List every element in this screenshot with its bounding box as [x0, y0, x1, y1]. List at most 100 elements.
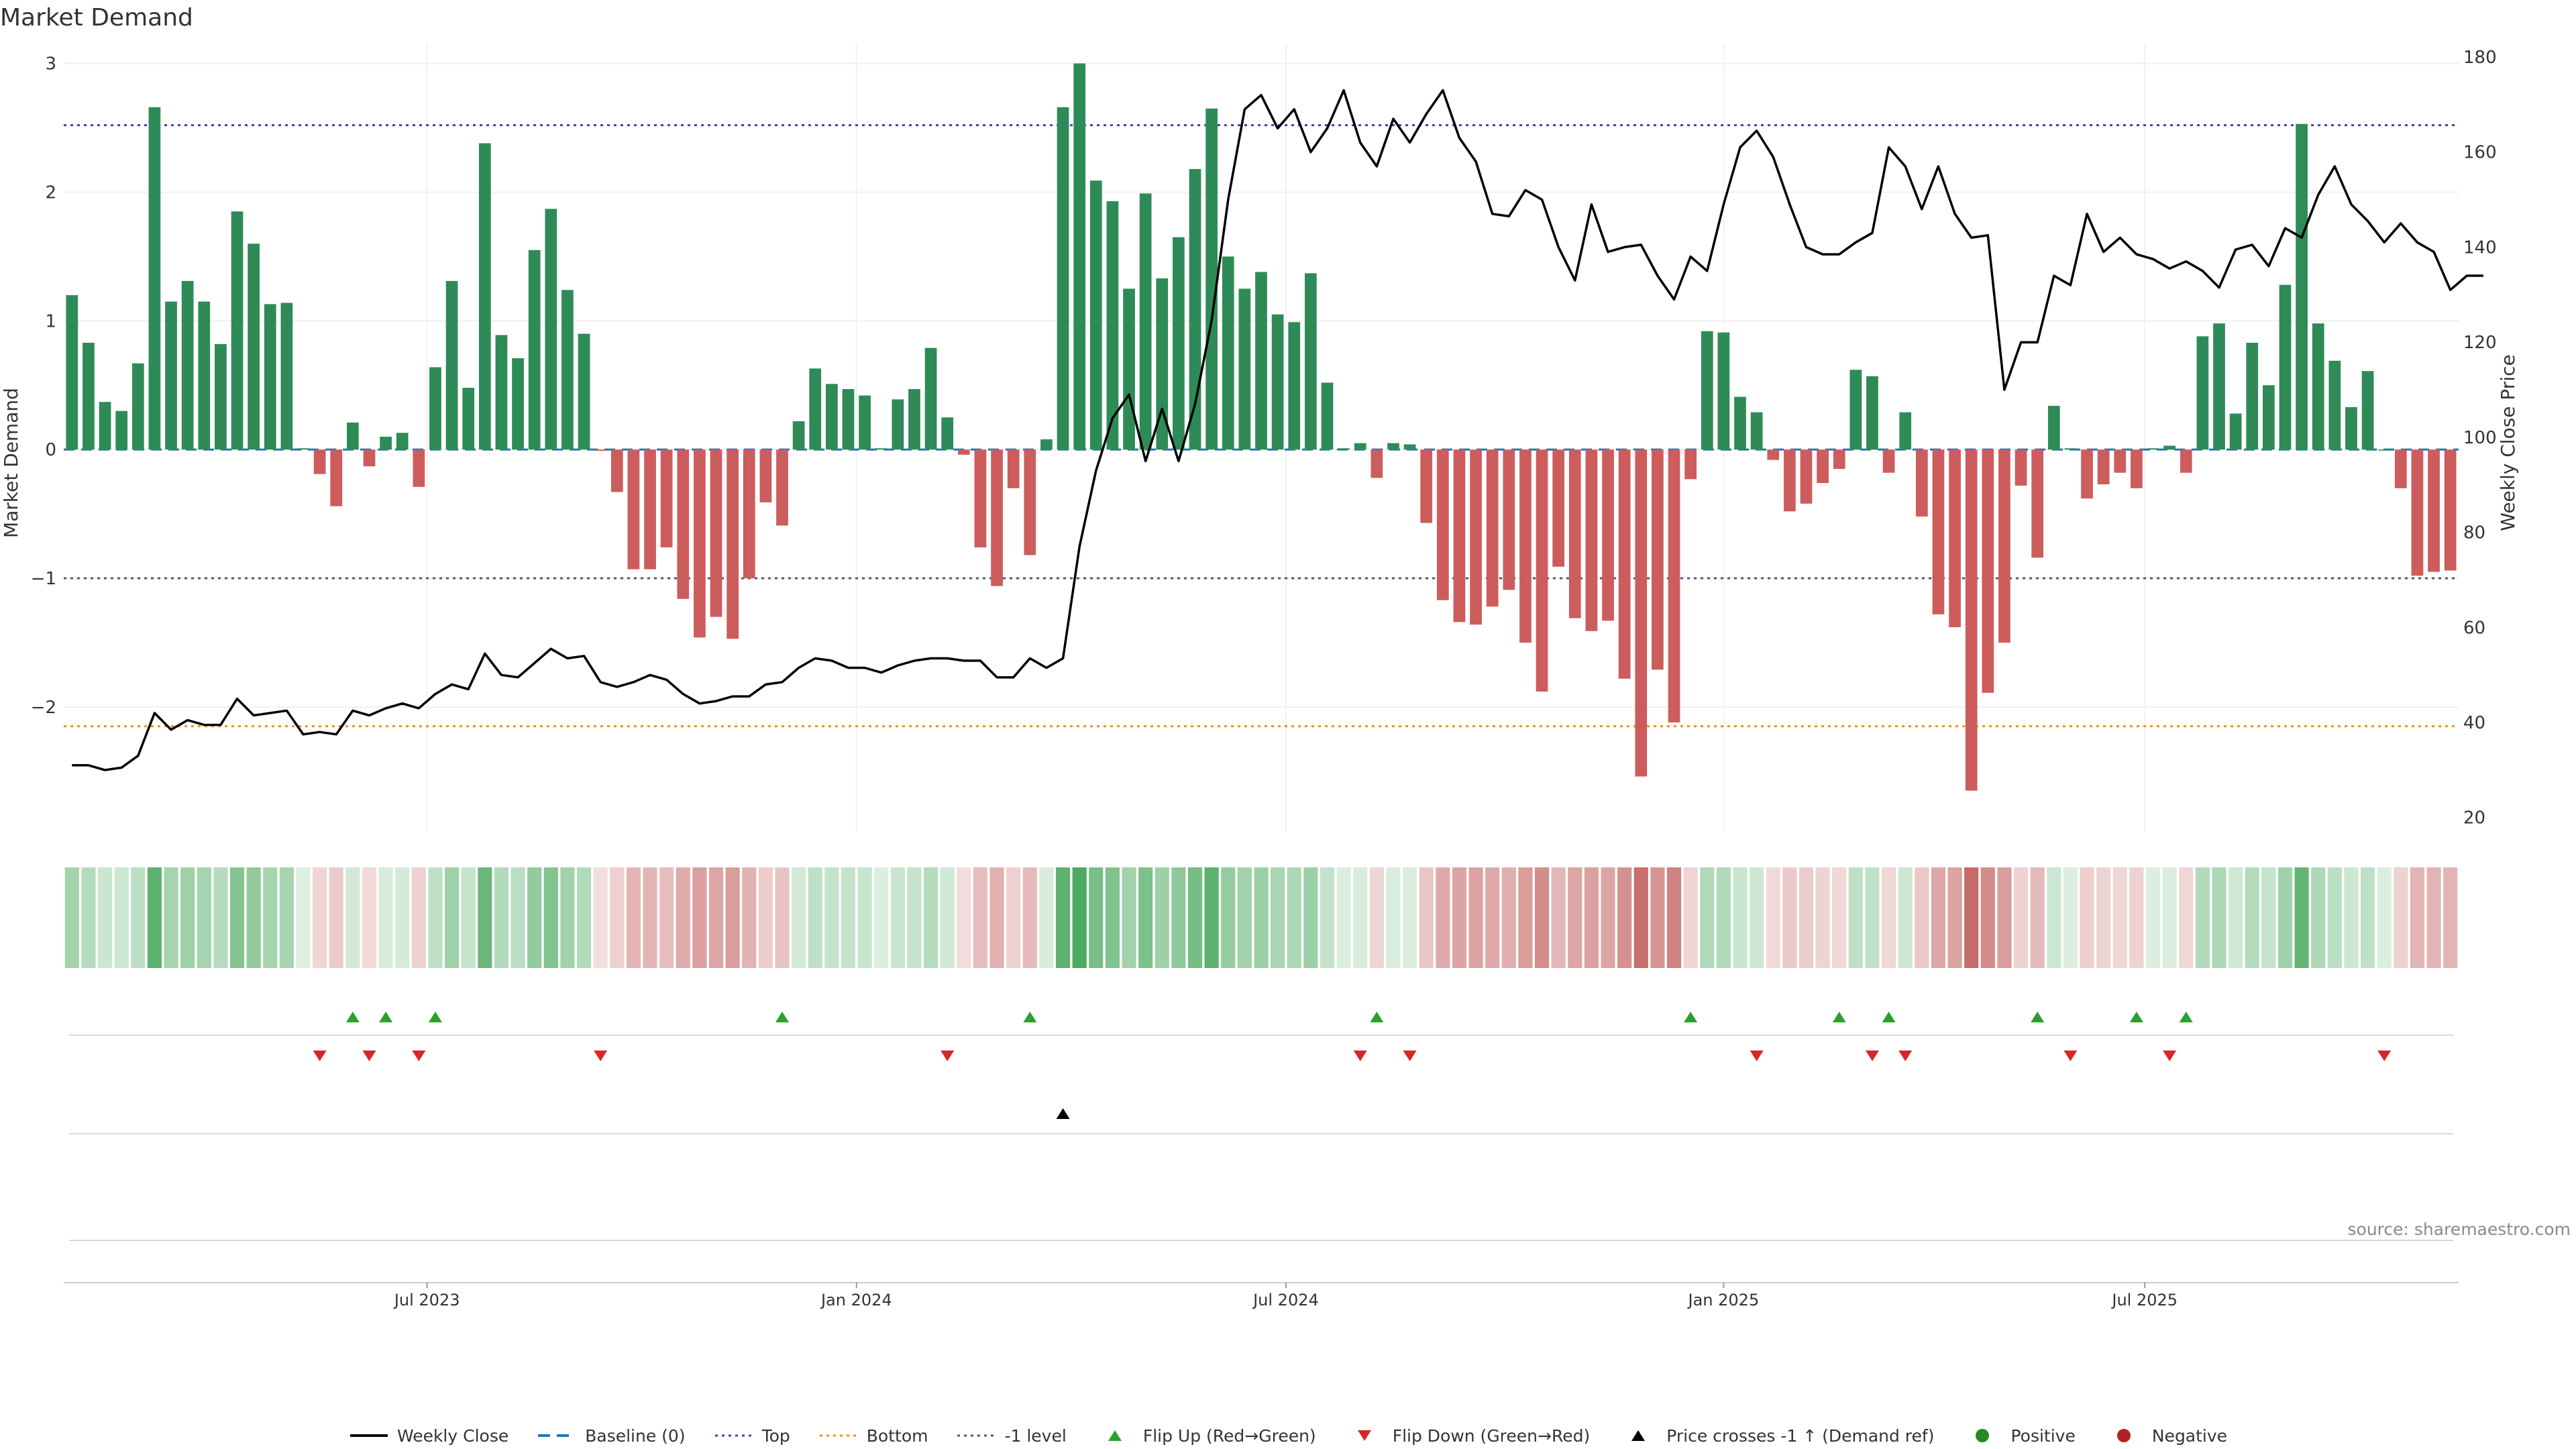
legend-label: Weekly Close — [396, 1426, 509, 1446]
demand-bar — [99, 402, 111, 450]
demand-bar — [594, 449, 607, 451]
demand-bar — [924, 347, 937, 450]
y-tick-label: −1 — [31, 569, 56, 589]
demand-bar — [941, 417, 954, 450]
heat-cell — [2129, 867, 2144, 968]
flip-up-marker — [1370, 1012, 1384, 1022]
heat-cell — [973, 867, 988, 968]
legend-item-weekly-close: Weekly Close — [349, 1426, 508, 1446]
heat-cell — [1782, 867, 1797, 968]
demand-bar — [2180, 449, 2192, 473]
heat-cell — [824, 867, 839, 968]
demand-bar — [545, 209, 557, 450]
flip-down-marker — [594, 1051, 608, 1061]
demand-bar — [1899, 412, 1912, 450]
heat-cell — [758, 867, 773, 968]
demand-bar — [1668, 449, 1680, 722]
heat-cell — [527, 867, 542, 968]
heat-cell — [1700, 867, 1715, 968]
heat-cell — [2360, 867, 2375, 968]
demand-bar — [627, 449, 640, 570]
demand-bar — [231, 211, 244, 450]
heat-cell — [708, 867, 724, 968]
y2-tick-label: 120 — [2463, 333, 2497, 353]
heat-cell — [1915, 867, 1929, 968]
heat-cell — [775, 867, 790, 968]
heat-cell — [1122, 867, 1136, 968]
demand-bar — [1321, 382, 1334, 450]
heat-cell — [643, 867, 657, 968]
heat-cell — [2443, 867, 2458, 968]
demand-bar — [2213, 323, 2225, 450]
demand-bar — [462, 388, 475, 450]
demand-bar — [1536, 449, 1548, 692]
weekly-close-series — [72, 89, 2483, 771]
heat-cell — [2145, 867, 2161, 968]
heat-cell — [1947, 867, 1962, 968]
heat-cell — [362, 867, 377, 968]
heat-cell — [1666, 867, 1682, 968]
demand-bar — [743, 449, 755, 579]
x-axis: Jul 2023 Jan 2024 Jul 2024 Jan 2025 Jul 2025 — [64, 1282, 2459, 1309]
flip-up-marker — [1023, 1012, 1037, 1022]
flip-down-marker — [1898, 1051, 1913, 1061]
demand-bar — [957, 449, 970, 455]
demand-bar — [561, 290, 574, 450]
demand-bar — [809, 368, 822, 450]
demand-bar — [1602, 449, 1614, 621]
x-tick-label: Jul 2023 — [393, 1291, 460, 1309]
heat-cell — [461, 867, 476, 968]
demand-bar — [1915, 449, 1928, 517]
heat-cell — [560, 867, 575, 968]
heat-cell — [1320, 867, 1335, 968]
heat-cell — [229, 867, 245, 968]
chart-title: Market Demand — [0, 4, 193, 32]
y-tick-label: 0 — [45, 440, 56, 460]
demand-bar — [2097, 449, 2110, 484]
heat-cell — [989, 867, 1004, 968]
demand-bar — [528, 250, 541, 450]
heat-cell — [907, 867, 922, 968]
demand-bar — [842, 389, 855, 450]
weekly-close-line — [72, 89, 2483, 771]
heat-cell — [1815, 867, 1830, 968]
demand-bar — [66, 294, 78, 450]
heat-cell — [2080, 867, 2094, 968]
heat-cell — [2426, 867, 2441, 968]
heat-cell — [2096, 867, 2111, 968]
demand-bar — [2015, 449, 2027, 486]
heat-cell — [923, 867, 938, 968]
demand-bar — [908, 389, 920, 450]
source-credit: source: sharemaestro.com — [2347, 1220, 2571, 1239]
heat-cell — [1881, 867, 1896, 968]
heat-cell — [1402, 867, 1417, 968]
legend-label: Top — [761, 1426, 790, 1446]
positive-legend-icon — [1962, 1427, 2002, 1444]
heat-cell — [1271, 867, 1285, 968]
price-cross-legend-icon — [1618, 1427, 1658, 1444]
y-tick-label: 3 — [45, 54, 56, 74]
heat-cell — [263, 867, 278, 968]
demand-bar — [1238, 288, 1251, 450]
legend-label: Bottom — [866, 1426, 928, 1446]
y-tick-label: −2 — [31, 698, 56, 718]
demand-bar — [1222, 256, 1234, 450]
demand-bar — [1949, 449, 1961, 627]
demand-bar — [1849, 370, 1862, 450]
demand-bar — [115, 411, 128, 450]
legend-item-price-cross: Price crosses -1 ↑ (Demand ref) — [1618, 1426, 1934, 1446]
heat-cell — [1568, 867, 1582, 968]
demand-bar — [1800, 449, 1813, 504]
heat-cell — [2277, 867, 2293, 968]
y2-axis-ticks: 180 160 140 120 100 80 60 40 20 — [2463, 48, 2497, 828]
demand-bar — [1717, 332, 1730, 450]
heat-cell — [1750, 867, 1764, 968]
heat-cell — [197, 867, 211, 968]
demand-bar — [1652, 449, 1664, 670]
flip-down-marker — [2063, 1051, 2078, 1061]
heat-cell — [1353, 867, 1368, 968]
flip-down-marker — [941, 1051, 955, 1061]
heat-cell — [1254, 867, 1269, 968]
heat-cell — [1187, 867, 1203, 968]
